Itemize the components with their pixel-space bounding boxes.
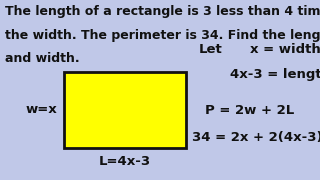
Text: 4x-3 = length: 4x-3 = length <box>230 68 320 81</box>
Bar <box>64 72 186 148</box>
Text: The length of a rectangle is 3 less than 4 times: The length of a rectangle is 3 less than… <box>5 5 320 18</box>
Text: the width. The perimeter is 34. Find the length: the width. The perimeter is 34. Find the… <box>5 29 320 42</box>
Text: x = width: x = width <box>250 43 320 56</box>
Text: Let: Let <box>198 43 222 56</box>
Text: P = 2w + 2L: P = 2w + 2L <box>205 104 294 117</box>
Text: 34 = 2x + 2(4x-3): 34 = 2x + 2(4x-3) <box>192 131 320 144</box>
Text: and width.: and width. <box>5 52 79 65</box>
Text: L=4x-3: L=4x-3 <box>99 155 151 168</box>
Text: w=x: w=x <box>26 103 58 116</box>
